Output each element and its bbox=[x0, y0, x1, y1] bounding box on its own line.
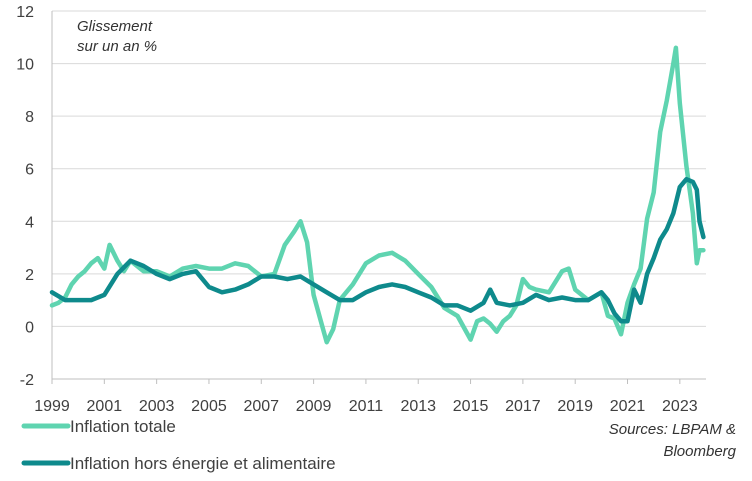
x-tick-label: 2007 bbox=[243, 398, 279, 415]
source-line-1: Sources: LBPAM & bbox=[609, 421, 736, 438]
x-tick-label: 2017 bbox=[505, 398, 541, 415]
x-tick-label: 1999 bbox=[34, 398, 70, 415]
x-tick-label: 2009 bbox=[296, 398, 332, 415]
series-lines bbox=[49, 45, 706, 345]
x-tick-label: 2019 bbox=[557, 398, 593, 415]
y-tick-label: 6 bbox=[25, 162, 34, 179]
y-tick-label: 8 bbox=[25, 109, 34, 126]
source-line-2: Bloomberg bbox=[663, 443, 736, 460]
legend-label-inflation-totale: Inflation totale bbox=[70, 417, 176, 436]
series-line-0 bbox=[49, 45, 706, 345]
x-tick-label: 2023 bbox=[662, 398, 698, 415]
annotation-line-1: Glissement bbox=[77, 18, 153, 35]
axes bbox=[51, 11, 706, 384]
y-tick-label: 12 bbox=[16, 4, 34, 21]
y-tick-label: -2 bbox=[20, 372, 34, 389]
y-tick-labels: -2 0 2 4 6 8 10 12 bbox=[16, 4, 34, 389]
x-tick-label: 2013 bbox=[400, 398, 436, 415]
x-tick-label: 2021 bbox=[610, 398, 646, 415]
x-tick-label: 2011 bbox=[349, 398, 384, 415]
y-tick-label: 4 bbox=[25, 214, 34, 231]
gridlines bbox=[52, 10, 706, 327]
legend: Inflation totale Inflation hors énergie … bbox=[21, 417, 336, 473]
x-tick-labels: 1999 2001 2003 2005 2007 2009 2011 2013 2015 2017… bbox=[34, 398, 698, 415]
y-tick-label: 10 bbox=[16, 57, 34, 74]
x-tick-label: 2015 bbox=[453, 398, 489, 415]
annotation-line-2: sur un an % bbox=[77, 38, 157, 55]
y-tick-label: 0 bbox=[25, 319, 34, 336]
x-tick-label: 2001 bbox=[87, 398, 123, 415]
legend-label-inflation-sous-jacente: Inflation hors énergie et alimentaire bbox=[70, 454, 336, 473]
x-tick-label: 2003 bbox=[139, 398, 175, 415]
x-tick-label: 2005 bbox=[191, 398, 227, 415]
series-line-1 bbox=[49, 176, 706, 324]
y-tick-label: 2 bbox=[25, 267, 34, 284]
